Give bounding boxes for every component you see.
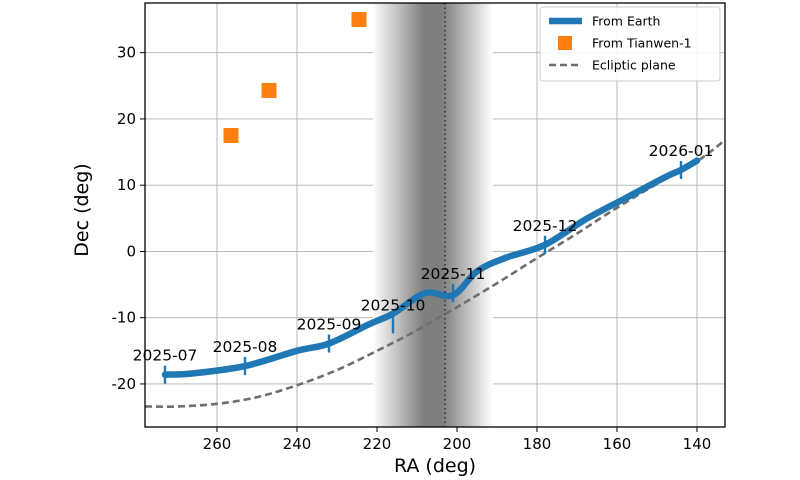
tianwen-point-1: [261, 82, 277, 98]
x-tick-label-0: 260: [203, 435, 232, 453]
y-tick-label-1: -10: [112, 309, 137, 327]
month-label-5: 2025-12: [513, 217, 578, 235]
month-label-3: 2025-10: [361, 296, 426, 314]
legend-label-1: From Tianwen-1: [592, 36, 692, 51]
month-label-6: 2026-01: [649, 142, 714, 160]
tianwen-point-0: [223, 128, 239, 143]
x-tick-label-4: 180: [523, 435, 552, 453]
x-tick-label-5: 160: [603, 435, 632, 453]
y-tick-label-2: 0: [126, 242, 136, 260]
legend-box: [539, 6, 721, 82]
x-axis-label: RA (deg): [394, 455, 476, 477]
legend: From Earth From Tianwen-1 Ecliptic plane: [539, 6, 721, 82]
x-tick-label-1: 240: [283, 435, 312, 453]
plot-frame: [144, 2, 726, 428]
y-tick-label-3: 10: [117, 176, 136, 194]
legend-label-0: From Earth: [592, 14, 660, 29]
x-tick-label-2: 220: [363, 435, 392, 453]
axis-ticks: 260 240 220 200 180 160 140 -20 -10 0 10 20 30: [112, 44, 712, 453]
legend-label-2: Ecliptic plane: [592, 58, 676, 73]
y-tick-label-4: 20: [117, 110, 136, 128]
x-tick-label-3: 200: [443, 435, 472, 453]
plot-border: [144, 2, 726, 428]
month-markers: 2025-07 2025-08 2025-09 2025-10 2025-11 2025-…: [133, 142, 714, 384]
shaded-band: [373, 3, 493, 427]
month-label-1: 2025-08: [213, 338, 278, 356]
legend-swatch-tianwen-1: [558, 36, 572, 50]
month-label-2: 2025-09: [297, 316, 362, 334]
uncertainty-band: [373, 3, 493, 427]
y-axis-label: Dec (deg): [71, 163, 93, 256]
tianwen-point-2: [351, 12, 367, 28]
month-label-0: 2025-07: [133, 347, 198, 365]
y-tick-label-0: -20: [112, 375, 137, 393]
x-tick-label-6: 140: [683, 435, 712, 453]
y-tick-label-5: 30: [117, 44, 136, 62]
month-label-4: 2025-11: [421, 265, 486, 283]
